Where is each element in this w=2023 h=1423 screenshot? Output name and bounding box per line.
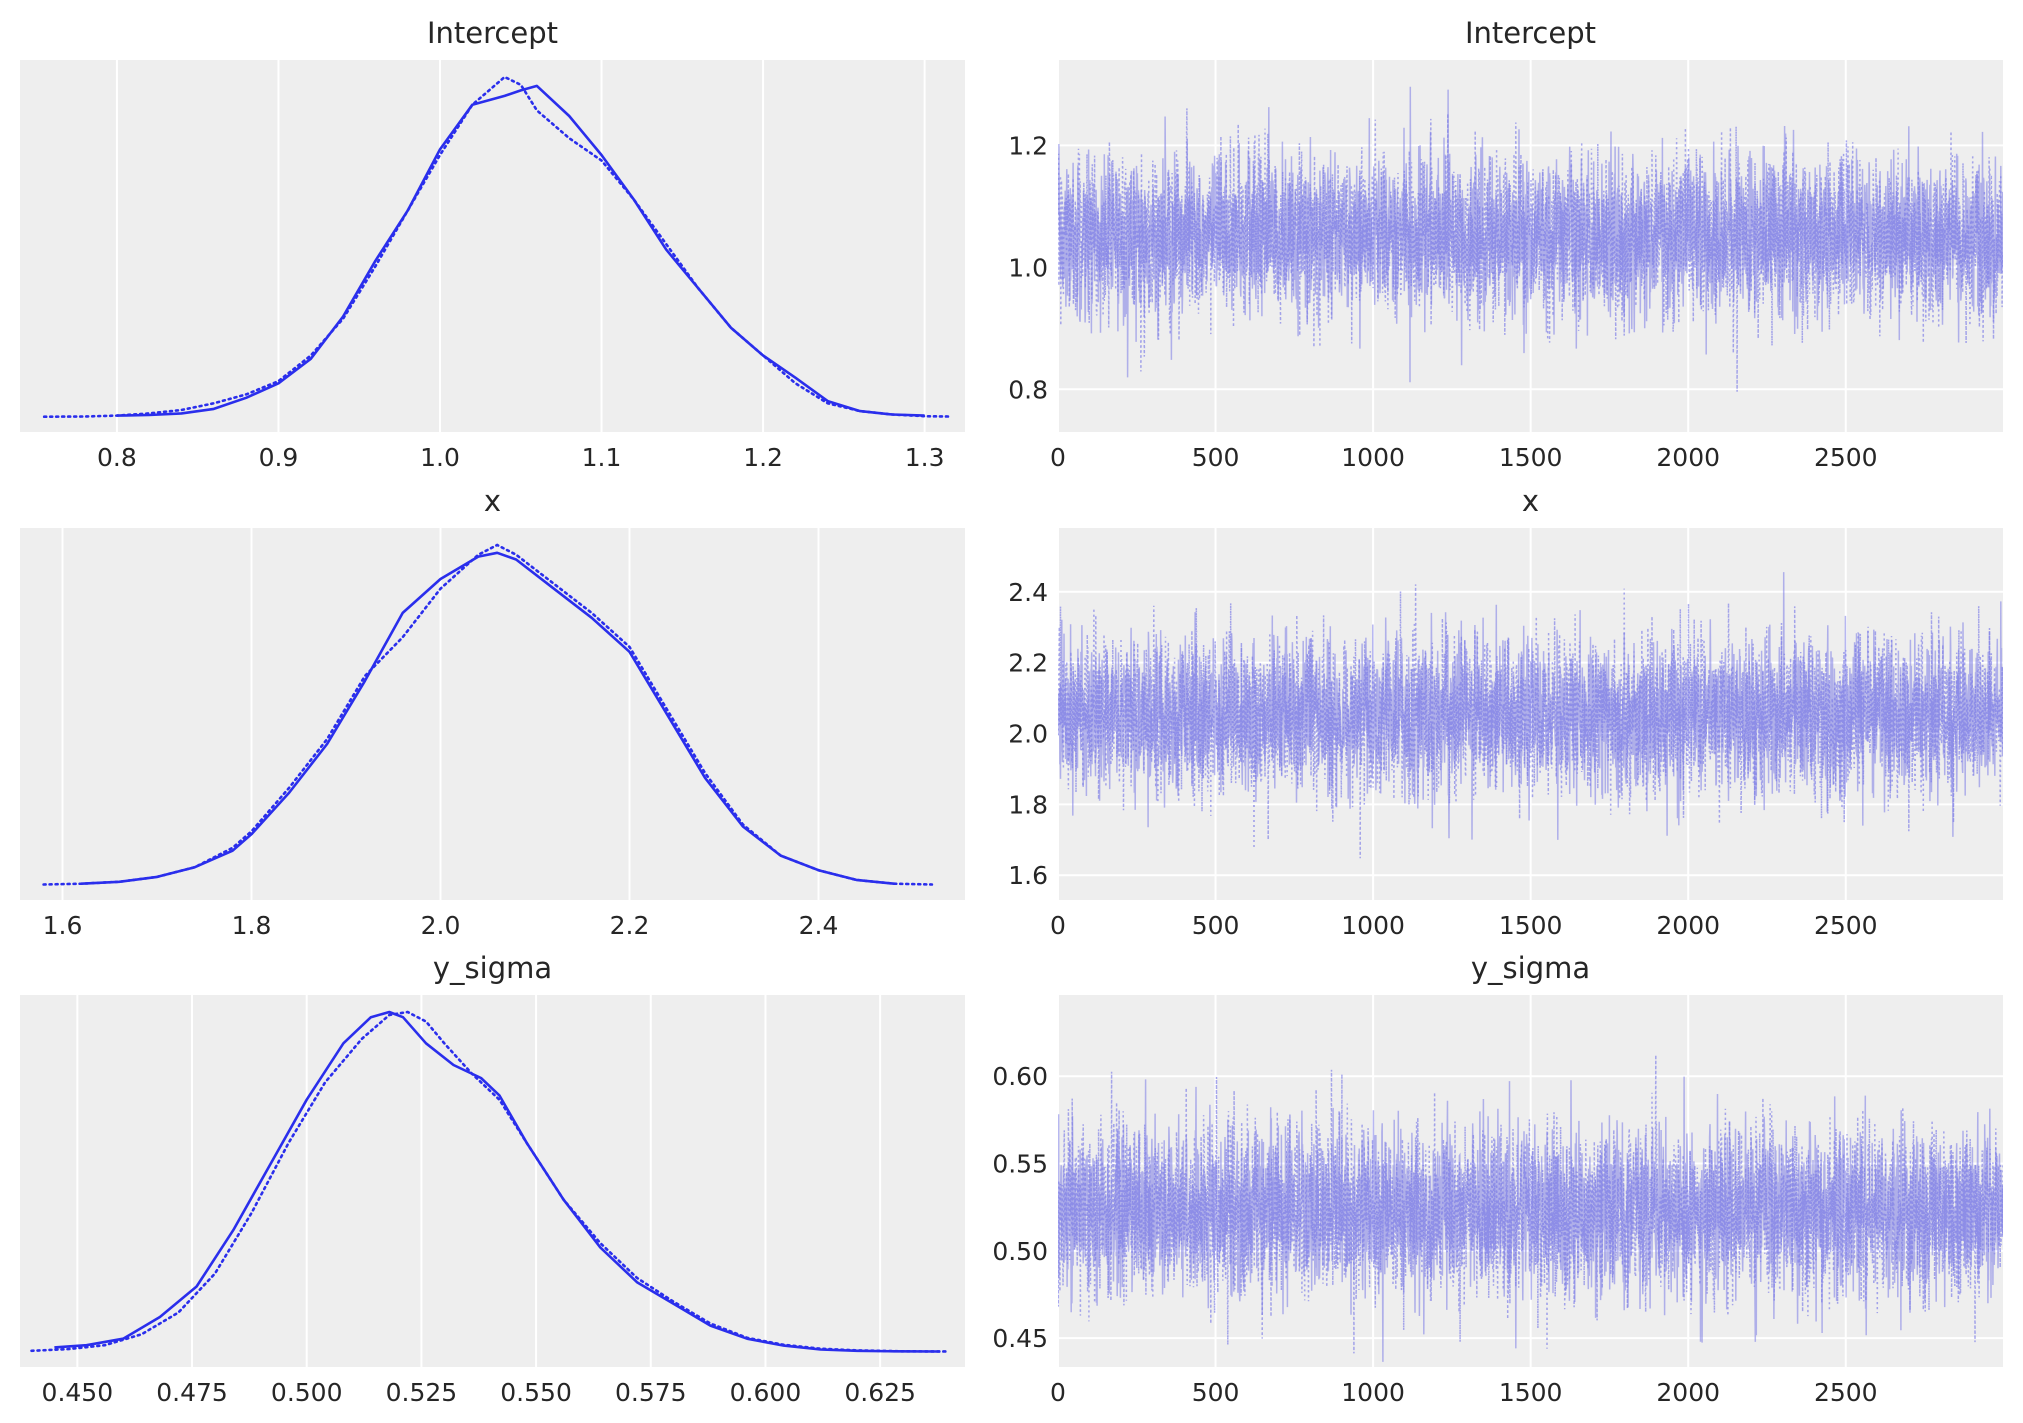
x-tick-label: 500 [1192, 443, 1240, 472]
y-tick-label: 1.0 [1008, 253, 1048, 282]
panel-data [42, 75, 951, 418]
trace-line-chain-2 [1058, 108, 2003, 392]
x-tick-label: 0.525 [386, 1378, 458, 1407]
panel-title: x [484, 484, 501, 518]
x-tick-label: 2000 [1656, 911, 1720, 940]
panel-title: Intercept [1465, 16, 1596, 50]
x-tick-label: 1500 [1499, 911, 1563, 940]
y-tick-label: 2.4 [1008, 578, 1048, 607]
y-tick-label: 1.8 [1008, 790, 1048, 819]
panel-title: Intercept [427, 16, 558, 50]
x-tick-label: 1000 [1341, 1378, 1405, 1407]
panel-background [20, 995, 965, 1367]
y-tick-label: 1.6 [1008, 861, 1048, 890]
x-tick-label: 1000 [1341, 443, 1405, 472]
panel-3: 1.6 1.8 2.0 2.2 2.4 x [20, 484, 965, 940]
kde-line-chain-2 [42, 543, 934, 886]
panel-data [1058, 572, 2003, 859]
x-tick-label: 0.450 [42, 1378, 114, 1407]
x-tick-label: 500 [1192, 911, 1240, 940]
kde-line-chain-2 [42, 75, 951, 418]
x-tick-label: 2.0 [421, 911, 461, 940]
panel-1: 0.8 0.9 1.0 1.1 1.2 1.3 Intercept [20, 16, 965, 472]
x-tick-label: 1.8 [232, 911, 272, 940]
trace-line-chain-2 [1058, 1054, 2003, 1354]
y-tick-label: 2.0 [1008, 719, 1048, 748]
x-tick-label: 0 [1050, 443, 1066, 472]
panel-title: y_sigma [1471, 951, 1590, 985]
y-tick-label: 1.2 [1008, 131, 1048, 160]
x-tick-label: 2.4 [799, 911, 839, 940]
x-tick-label: 0 [1050, 911, 1066, 940]
x-tick-label: 2500 [1814, 911, 1878, 940]
x-tick-label: 0.9 [259, 443, 299, 472]
x-tick-label: 1500 [1499, 1378, 1563, 1407]
x-tick-label: 2500 [1814, 443, 1878, 472]
x-tick-label: 0.8 [97, 443, 137, 472]
kde-line-chain-2 [30, 1010, 951, 1353]
trace-line-chain-2 [1058, 584, 2003, 859]
x-tick-label: 2.2 [610, 911, 650, 940]
y-tick-label: 0.60 [992, 1062, 1048, 1091]
x-tick-label: 1000 [1341, 911, 1405, 940]
y-tick-label: 2.2 [1008, 649, 1048, 678]
panel-2: 0 500 1000 1500 2000 2500 0.8 1.0 1.2 Intercept [1008, 16, 2003, 472]
panel-title: x [1522, 484, 1539, 518]
panel-background [20, 60, 965, 432]
x-tick-label: 0.575 [615, 1378, 687, 1407]
trace-line-chain-1 [1058, 572, 2003, 840]
x-tick-label: 1.6 [43, 911, 83, 940]
panel-data [1058, 1054, 2003, 1362]
x-tick-label: 0.550 [500, 1378, 572, 1407]
x-tick-label: 1.3 [905, 443, 945, 472]
x-tick-label: 500 [1192, 1378, 1240, 1407]
x-tick-label: 0.625 [844, 1378, 916, 1407]
panel-title: y_sigma [433, 951, 552, 985]
x-tick-label: 1.2 [743, 443, 783, 472]
y-tick-label: 0.55 [992, 1150, 1048, 1179]
y-tick-label: 0.45 [992, 1324, 1048, 1353]
x-tick-label: 1500 [1499, 443, 1563, 472]
x-tick-label: 2000 [1656, 443, 1720, 472]
panel-6: 0 500 1000 1500 2000 2500 0.45 0.50 0.55 0.60 y_si… [992, 951, 2003, 1407]
panel-data [42, 543, 934, 886]
panel-4: 0 500 1000 1500 2000 2500 1.6 1.8 2.0 2.2 2.4 x [1008, 484, 2003, 940]
x-tick-label: 0 [1050, 1378, 1066, 1407]
panel-data [1058, 86, 2003, 392]
x-tick-label: 2500 [1814, 1378, 1878, 1407]
panel-data [30, 1010, 951, 1353]
y-tick-label: 0.8 [1008, 375, 1048, 404]
y-tick-label: 0.50 [992, 1237, 1048, 1266]
x-tick-label: 0.600 [730, 1378, 802, 1407]
x-tick-label: 1.1 [582, 443, 622, 472]
panel-5: 0.450 0.475 0.500 0.525 0.550 0.575 0.600 0.625… [20, 951, 965, 1407]
x-tick-label: 1.0 [420, 443, 460, 472]
x-tick-label: 2000 [1656, 1378, 1720, 1407]
kde-line-chain-1 [81, 551, 895, 885]
panel-background [20, 528, 965, 900]
x-tick-label: 0.500 [271, 1378, 343, 1407]
x-tick-label: 0.475 [156, 1378, 228, 1407]
kde-line-chain-1 [116, 84, 925, 417]
